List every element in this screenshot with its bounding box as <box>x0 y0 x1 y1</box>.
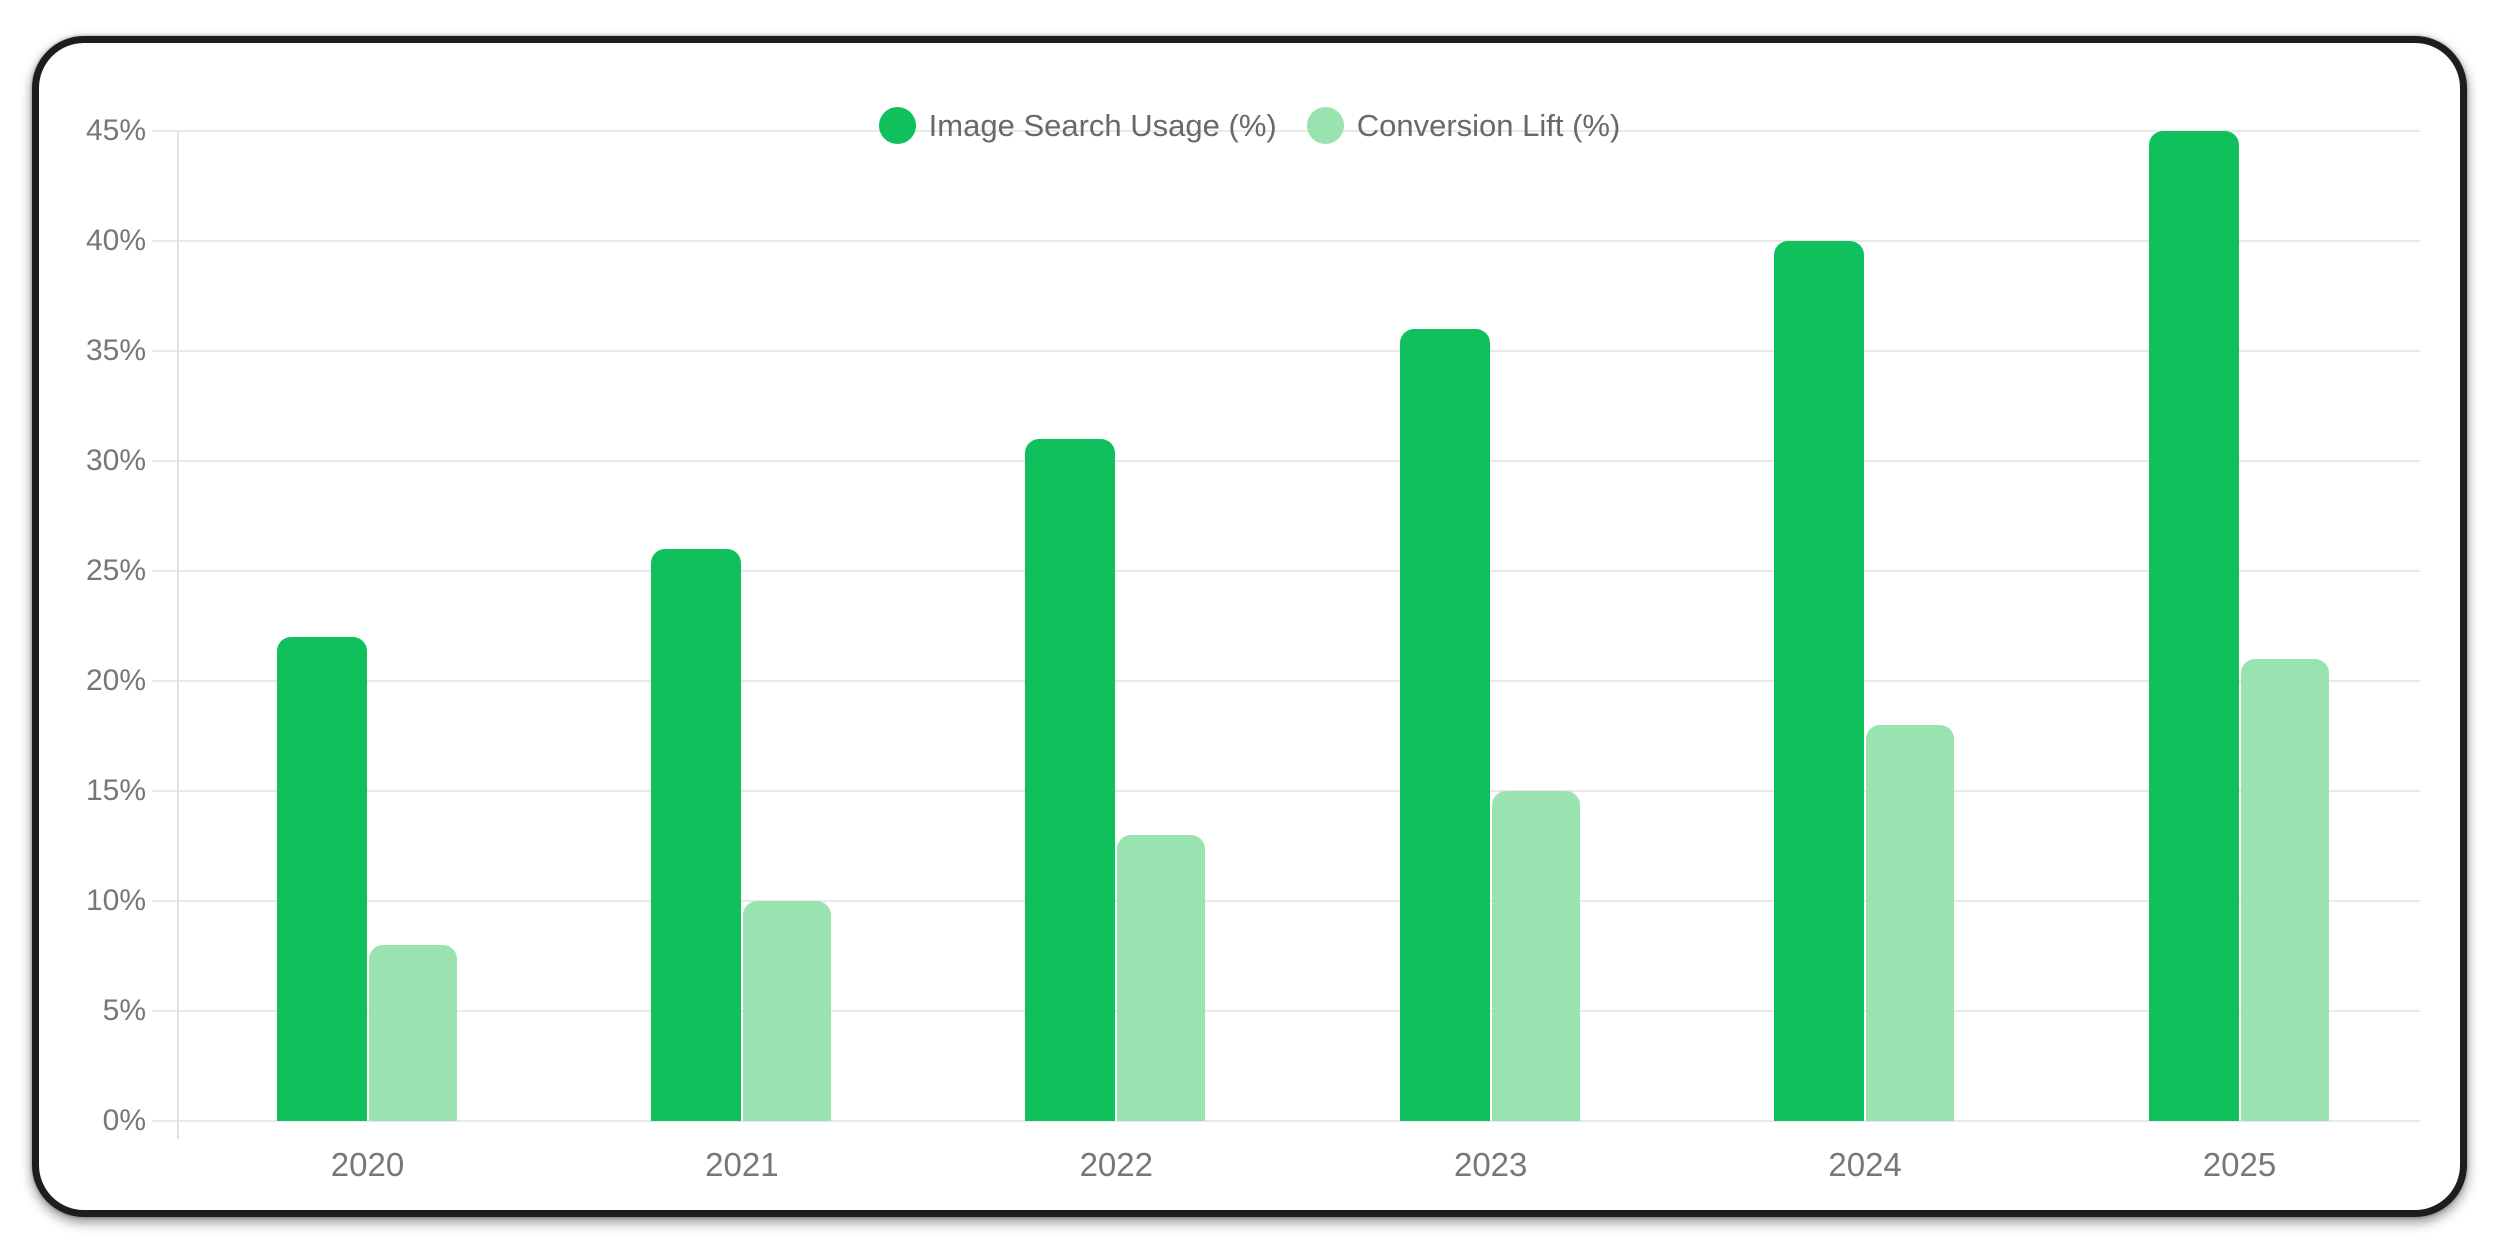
gridline <box>152 240 2420 242</box>
legend-circle-icon <box>878 107 916 144</box>
bar-2021-usage[interactable] <box>650 549 741 1121</box>
legend-label: Image Search Usage (%) <box>928 107 1277 143</box>
x-axis-tick-label: 2020 <box>330 1146 405 1183</box>
gridline <box>152 570 2420 572</box>
y-axis-tick-label: 0% <box>102 1104 146 1137</box>
y-axis-tick-label: 5% <box>102 994 146 1027</box>
y-axis-tick-label: 40% <box>85 224 146 257</box>
bar-2022-usage[interactable] <box>1025 439 1116 1121</box>
y-axis-tick-label: 35% <box>85 334 146 367</box>
gridline <box>152 1120 2420 1122</box>
gridline <box>152 790 2420 792</box>
y-axis-tick-label: 45% <box>85 114 146 147</box>
y-axis-tick-label: 10% <box>85 884 146 917</box>
gridline <box>152 460 2420 462</box>
y-axis-tick-label: 15% <box>85 774 146 807</box>
x-axis-tick-label: 2023 <box>1453 1146 1528 1183</box>
bar-2025-usage[interactable] <box>2148 131 2239 1121</box>
x-axis-tick-label: 2024 <box>1828 1146 1902 1183</box>
y-axis-tick-label: 30% <box>85 444 146 477</box>
gridline <box>152 680 2420 682</box>
gridline <box>152 130 2420 132</box>
legend-item-usage[interactable]: Image Search Usage (%) <box>878 107 1277 144</box>
x-axis-tick-label: 2025 <box>2202 1146 2277 1183</box>
x-axis-tick-label: 2021 <box>705 1146 779 1183</box>
bar-2025-lift[interactable] <box>2240 659 2329 1121</box>
gridline <box>152 1010 2420 1012</box>
gridline <box>152 900 2420 902</box>
chart-legend: Image Search Usage (%) Conversion Lift (%… <box>39 107 2460 144</box>
x-axis-tick-label: 2022 <box>1079 1146 1153 1183</box>
legend-item-lift[interactable]: Conversion Lift (%) <box>1306 107 1621 144</box>
bar-2024-usage[interactable] <box>1774 241 1865 1121</box>
legend-label: Conversion Lift (%) <box>1356 107 1621 143</box>
bar-2020-lift[interactable] <box>368 945 457 1121</box>
legend-circle-icon <box>1306 107 1344 144</box>
bar-2023-usage[interactable] <box>1399 329 1490 1121</box>
bar-2023-lift[interactable] <box>1491 791 1580 1121</box>
chart-card: Image Search Usage (%) Conversion Lift (%… <box>32 36 2467 1217</box>
bar-2020-usage[interactable] <box>276 637 367 1121</box>
y-axis-line <box>177 131 179 1139</box>
bar-2022-lift[interactable] <box>1117 835 1206 1121</box>
bar-2021-lift[interactable] <box>742 901 831 1121</box>
gridline <box>152 350 2420 352</box>
y-axis-tick-label: 20% <box>85 664 146 697</box>
y-axis-tick-label: 25% <box>85 554 146 587</box>
bar-2024-lift[interactable] <box>1866 725 1955 1121</box>
